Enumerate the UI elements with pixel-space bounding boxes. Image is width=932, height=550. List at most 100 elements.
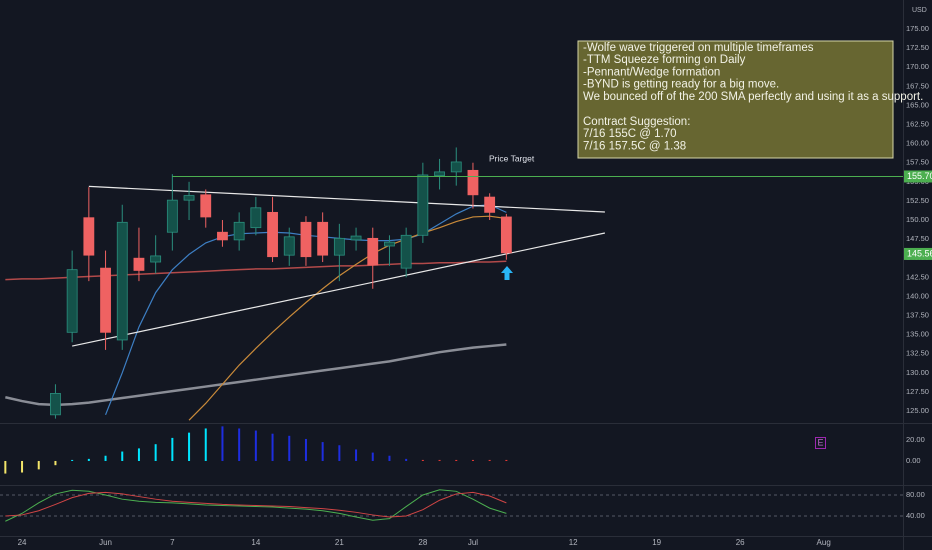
y-tick-label: 170.00 bbox=[906, 62, 929, 71]
price-target-label: Price Target bbox=[489, 153, 535, 163]
histogram-bar bbox=[471, 459, 474, 461]
x-tick-label: 26 bbox=[736, 538, 745, 547]
y-tick-label: 172.50 bbox=[906, 43, 929, 52]
y-tick-label: 147.50 bbox=[906, 234, 929, 243]
contract-line: Contract Suggestion: bbox=[583, 116, 690, 128]
note-line: -Wolfe wave triggered on multiple timefr… bbox=[583, 42, 814, 54]
y-tick-label: 40.00 bbox=[906, 511, 925, 520]
x-tick-label: Jul bbox=[468, 538, 478, 547]
candle-body bbox=[66, 269, 78, 333]
histogram-bar bbox=[405, 458, 408, 461]
candle-body bbox=[233, 221, 245, 241]
histogram-bar bbox=[338, 445, 341, 461]
histogram-bar bbox=[121, 451, 124, 461]
event-box bbox=[815, 437, 826, 449]
histogram-bar bbox=[455, 459, 458, 461]
y-tick-label: 127.50 bbox=[906, 387, 929, 396]
histogram-bar bbox=[271, 433, 274, 461]
histogram-bar bbox=[221, 426, 224, 461]
histogram-bar bbox=[438, 459, 441, 461]
candle-body bbox=[367, 237, 379, 266]
y-tick-label: 137.50 bbox=[906, 310, 929, 319]
histogram-bar bbox=[421, 459, 424, 461]
candle-body bbox=[50, 393, 61, 416]
histogram-bar bbox=[254, 430, 257, 461]
oscillator-line bbox=[5, 491, 507, 518]
candle-body bbox=[484, 196, 496, 213]
y-tick-label: 125.00 bbox=[906, 406, 929, 415]
candle-body bbox=[116, 221, 128, 341]
note-line: -Pennant/Wedge formation bbox=[583, 66, 720, 78]
x-tick-label: 12 bbox=[569, 538, 578, 547]
candle-body bbox=[300, 221, 312, 258]
x-tick-label: 21 bbox=[335, 538, 344, 547]
histogram-bar bbox=[87, 458, 90, 461]
last-price-label: 145.56 bbox=[907, 248, 932, 258]
candle-body bbox=[467, 169, 479, 196]
candle-body bbox=[83, 217, 95, 256]
y-tick-label: 130.00 bbox=[906, 368, 929, 377]
note-line: We bounced off of the 200 SMA perfectly … bbox=[583, 91, 923, 103]
candle-body bbox=[400, 234, 412, 269]
histogram-bar bbox=[238, 428, 241, 461]
y-tick-label: 160.00 bbox=[906, 139, 929, 148]
histogram-bar bbox=[137, 448, 140, 461]
x-tick-label: 19 bbox=[652, 538, 661, 547]
y-tick-label: 80.00 bbox=[906, 490, 925, 499]
y-tick-label: 0.00 bbox=[906, 456, 921, 465]
trendline bbox=[88, 185, 605, 213]
histogram-bar bbox=[505, 459, 508, 461]
candle-body bbox=[317, 221, 329, 256]
histogram-bar bbox=[188, 432, 191, 461]
histogram-bar bbox=[21, 460, 24, 473]
contract-line: 7/16 157.5C @ 1.38 bbox=[583, 140, 686, 152]
x-tick-label: 14 bbox=[251, 538, 260, 547]
candle-body bbox=[434, 171, 445, 177]
y-tick-label: 142.50 bbox=[906, 272, 929, 281]
y-tick-label: 135.00 bbox=[906, 330, 929, 339]
histogram-bar bbox=[4, 460, 7, 474]
candle-body bbox=[417, 174, 429, 236]
moving-average bbox=[5, 343, 507, 407]
candle-body bbox=[217, 231, 228, 241]
candle-body bbox=[150, 255, 162, 263]
moving-average bbox=[188, 215, 507, 421]
histogram-bar bbox=[371, 452, 374, 461]
note-box bbox=[577, 40, 894, 159]
note-line: -BYND is getting ready for a big move. bbox=[583, 79, 779, 91]
histogram-bar bbox=[104, 455, 107, 461]
last-price-box bbox=[904, 247, 932, 260]
oscillator-line bbox=[5, 489, 507, 522]
histogram-bar bbox=[171, 437, 174, 461]
price-level-label: 155.70 bbox=[907, 171, 932, 181]
candle-body bbox=[183, 195, 195, 201]
y-tick-label: 167.50 bbox=[906, 81, 929, 90]
histogram-bar bbox=[204, 428, 207, 461]
histogram-bar bbox=[288, 435, 291, 461]
candle-body bbox=[384, 241, 395, 247]
histogram-bar bbox=[304, 438, 307, 461]
histogram-bar bbox=[355, 449, 358, 461]
y-tick-label: 20.00 bbox=[906, 435, 925, 444]
contract-line: 7/16 155C @ 1.70 bbox=[583, 128, 677, 140]
x-tick-label: Aug bbox=[817, 538, 831, 547]
x-tick-label: Jun bbox=[99, 538, 112, 547]
candle-body bbox=[100, 267, 111, 333]
histogram-bar bbox=[488, 459, 491, 461]
y-tick-label: 157.50 bbox=[906, 158, 929, 167]
histogram-bar bbox=[154, 444, 157, 461]
event-marker: E bbox=[817, 437, 823, 447]
trendline bbox=[72, 232, 606, 347]
candle-body bbox=[500, 216, 512, 254]
y-tick-label: 152.50 bbox=[906, 196, 929, 205]
histogram-bar bbox=[321, 442, 324, 461]
y-tick-label: 150.00 bbox=[906, 215, 929, 224]
x-tick-label: 24 bbox=[18, 538, 27, 547]
y-tick-label: 165.00 bbox=[906, 100, 929, 109]
candle-body bbox=[450, 161, 462, 173]
histogram-bar bbox=[71, 459, 74, 461]
candle-body bbox=[250, 207, 262, 229]
y-tick-label: 175.00 bbox=[906, 24, 929, 33]
histogram-bar bbox=[37, 460, 40, 470]
